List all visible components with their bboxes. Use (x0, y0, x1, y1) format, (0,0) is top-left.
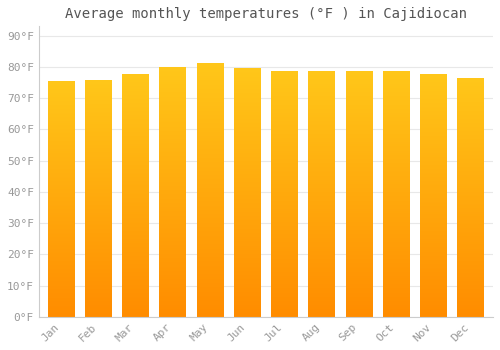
Title: Average monthly temperatures (°F ) in Cajidiocan: Average monthly temperatures (°F ) in Ca… (65, 7, 467, 21)
